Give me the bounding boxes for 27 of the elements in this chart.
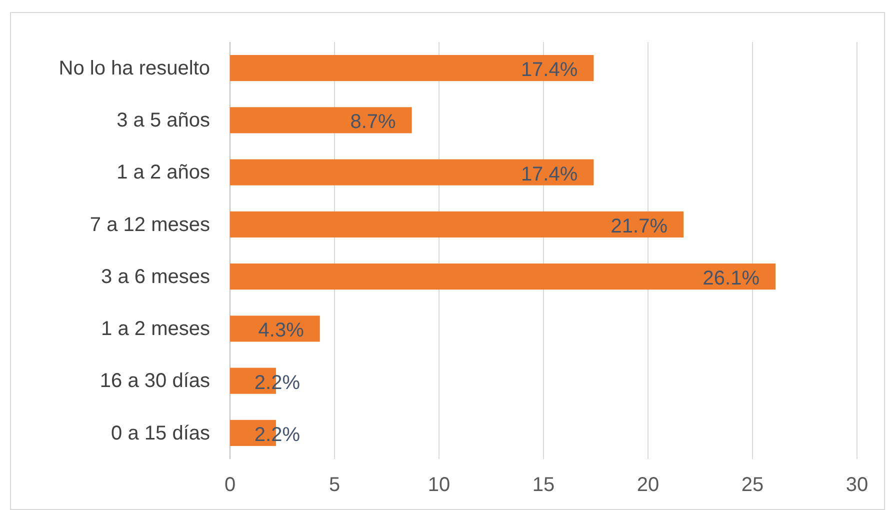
- bar: [230, 316, 320, 342]
- y-tick-label: No lo ha resuelto: [58, 57, 210, 80]
- data-label: 17.4%: [520, 59, 578, 82]
- data-label: 21.7%: [610, 215, 668, 238]
- x-tick-label: 15: [532, 474, 555, 496]
- y-tick-label: 16 a 30 días: [100, 370, 210, 392]
- x-tick-label: 25: [741, 474, 764, 496]
- y-tick-label: 3 a 5 años: [116, 110, 210, 132]
- y-tick-label: 1 a 2 años: [116, 162, 210, 184]
- y-tick-label: 7 a 12 meses: [90, 214, 210, 236]
- bar: [230, 107, 412, 134]
- x-tick-label: 20: [636, 474, 660, 496]
- x-tick-label: 10: [428, 474, 450, 496]
- x-tick-label: 30: [846, 474, 868, 496]
- bar: [230, 264, 776, 290]
- data-label: 8.7%: [350, 111, 396, 134]
- bar: [230, 159, 594, 186]
- data-label: 26.1%: [702, 268, 760, 290]
- x-tick-label: 5: [328, 474, 340, 496]
- data-label: 17.4%: [520, 163, 578, 186]
- data-label: 4.3%: [258, 320, 304, 342]
- y-tick-label: 3 a 6 meses: [101, 266, 210, 288]
- y-tick-label: 0 a 15 días: [111, 422, 210, 444]
- bar: [230, 211, 684, 238]
- bar: [230, 55, 594, 82]
- x-tick-label: 0: [224, 474, 236, 496]
- y-tick-label: 1 a 2 meses: [101, 318, 210, 340]
